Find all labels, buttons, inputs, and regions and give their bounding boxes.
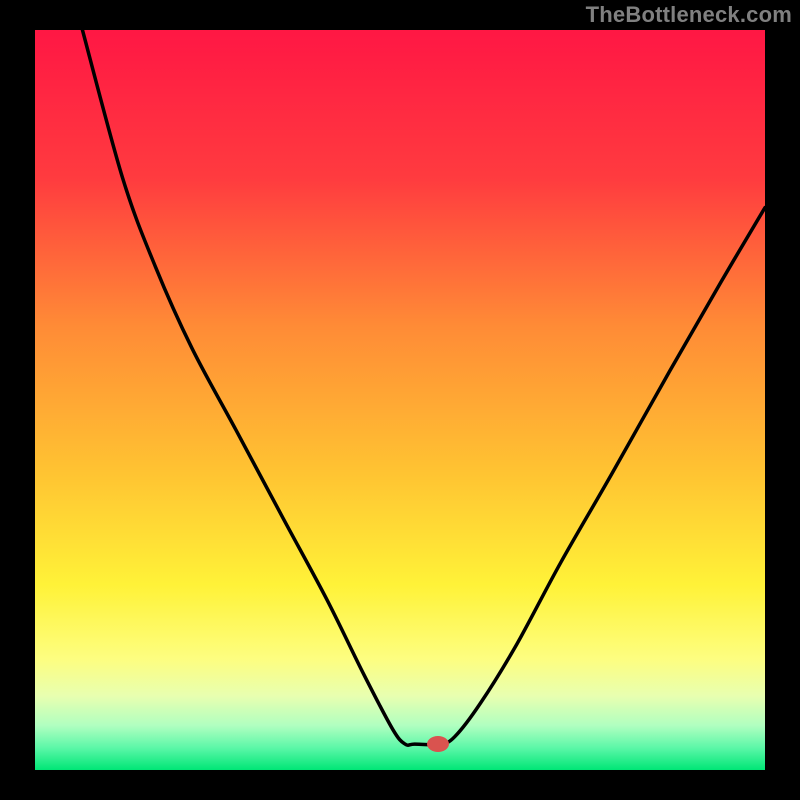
watermark-text: TheBottleneck.com (586, 2, 792, 28)
chart-svg (35, 30, 765, 770)
chart-plot-area (35, 30, 765, 770)
chart-background (35, 30, 765, 770)
current-point-marker (427, 736, 449, 752)
